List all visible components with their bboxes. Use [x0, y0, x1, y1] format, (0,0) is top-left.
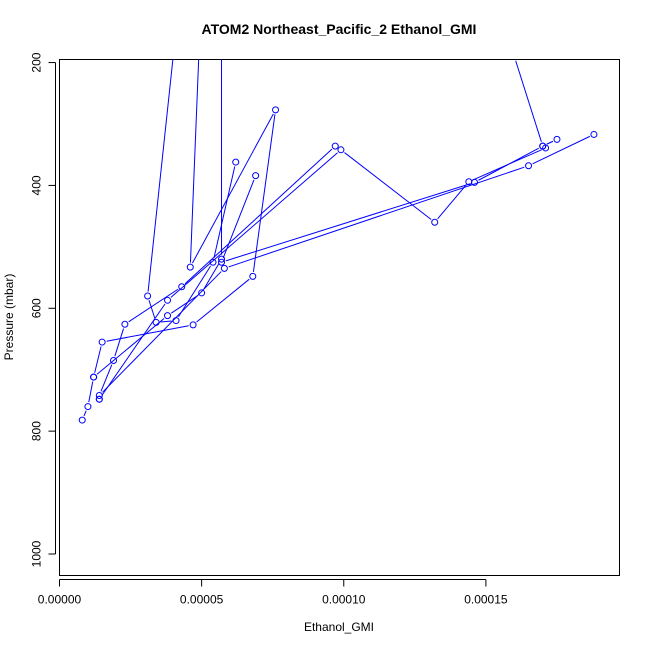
chart-title: ATOM2 Northeast_Pacific_2 Ethanol_GMI [202, 21, 477, 37]
series-segment [106, 325, 189, 342]
series-segment [178, 265, 212, 318]
data-point [232, 158, 240, 166]
data-point [471, 178, 479, 186]
data-point [218, 255, 226, 263]
data-point [331, 142, 339, 150]
series-segment [170, 152, 338, 298]
series-4 [95, 144, 550, 403]
y-tick-label: 600 [30, 298, 44, 318]
series-segment [515, 60, 542, 142]
series-segment [344, 152, 432, 220]
series-segment [160, 320, 172, 323]
data-point [121, 320, 129, 328]
y-axis: 200 400 600 800 1000 [30, 52, 56, 567]
x-tick-label: 0.00010 [322, 593, 366, 607]
series-segment [222, 179, 255, 259]
data-point [249, 272, 257, 280]
series-segment [203, 262, 220, 290]
series-segment [189, 59, 200, 263]
x-tick-label: 0.00005 [180, 593, 224, 607]
data-point [95, 392, 103, 400]
x-tick-label: 0.00015 [464, 593, 508, 607]
series-segment [96, 318, 165, 375]
data-point [164, 296, 172, 304]
series-segment [546, 140, 554, 145]
data-point [553, 135, 561, 143]
data-point [218, 258, 226, 266]
data-point [198, 289, 206, 297]
data-point [539, 142, 547, 150]
series-segment [170, 295, 199, 314]
series-segment [196, 278, 250, 323]
data-point [84, 403, 92, 411]
series-segment [148, 300, 156, 319]
series-segment [101, 303, 166, 396]
x-tick-label: 0.00000 [38, 593, 82, 607]
y-tick-label: 400 [30, 175, 44, 195]
series-3 [90, 59, 280, 381]
data-point [525, 162, 533, 170]
data-point [90, 373, 98, 381]
data-point [220, 264, 228, 272]
plot-frame [59, 59, 620, 576]
data-point [98, 338, 106, 346]
x-axis-label: Ethanol_GMI [304, 620, 374, 634]
series-1 [144, 59, 240, 326]
data-point [110, 357, 118, 364]
data-point [95, 395, 103, 403]
series-6 [218, 60, 561, 266]
series-segment [128, 288, 179, 323]
series-segment [252, 114, 276, 272]
data-point [272, 106, 280, 114]
series-segment [83, 410, 87, 417]
y-tick-label: 200 [30, 52, 44, 72]
data-point [172, 317, 180, 325]
series-segment [437, 184, 467, 220]
series-segment [88, 381, 94, 403]
data-point [78, 416, 86, 424]
plot-area [78, 59, 598, 424]
data-point [252, 172, 260, 180]
series-segment [532, 135, 591, 165]
data-point [144, 292, 152, 300]
data-point [431, 218, 439, 226]
data-point [590, 130, 598, 138]
series-segment [478, 147, 540, 181]
x-axis: 0.00000 0.00005 0.00010 0.00015 [38, 579, 508, 607]
data-point [186, 263, 194, 271]
series-segment [213, 166, 236, 258]
series-segment [100, 364, 113, 392]
series-segment [102, 271, 222, 393]
data-point [164, 312, 172, 320]
series-segment [184, 148, 333, 285]
data-point [178, 283, 186, 291]
data-point [337, 146, 345, 154]
series-segment [225, 183, 471, 262]
data-point [189, 321, 197, 329]
y-axis-label: Pressure (mbar) [2, 274, 16, 361]
series-segment [191, 113, 274, 264]
series-5 [95, 130, 598, 400]
series-2 [78, 59, 226, 424]
series-segment [94, 346, 102, 373]
y-tick-label: 800 [30, 421, 44, 441]
series-segment [147, 59, 174, 292]
data-point [209, 258, 217, 266]
y-tick-label: 1000 [30, 540, 44, 567]
series-segment [228, 166, 525, 268]
series-segment [114, 328, 125, 357]
